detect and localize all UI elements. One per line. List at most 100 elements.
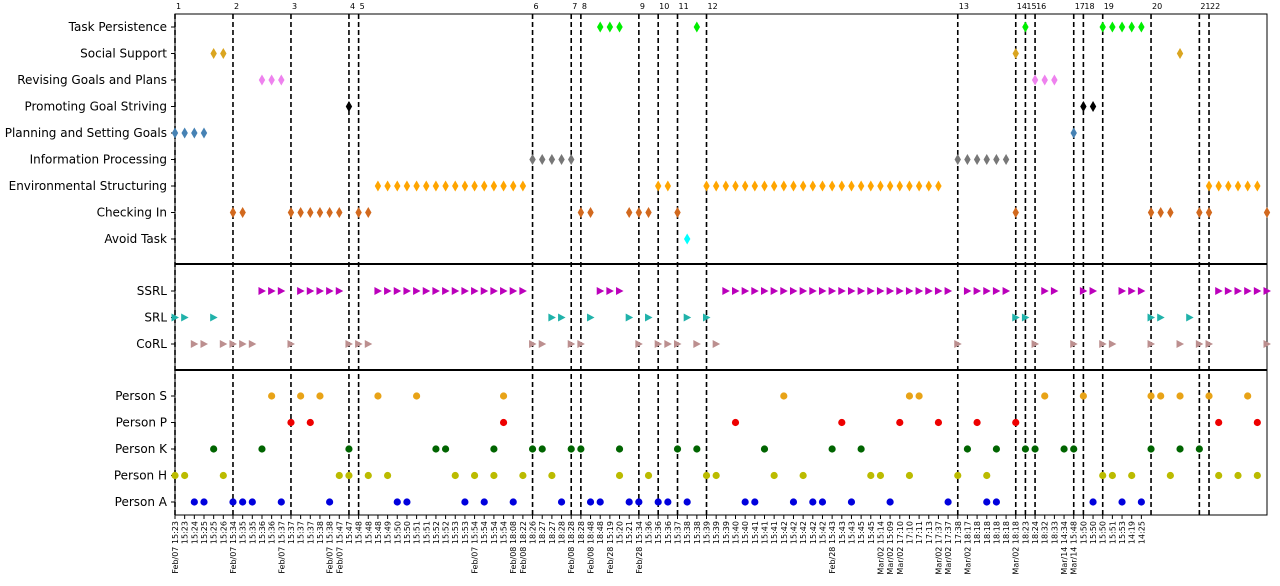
diamond-marker bbox=[1041, 74, 1048, 86]
x-tick-label: Feb/07 15:23 bbox=[171, 521, 180, 574]
triangle-marker bbox=[770, 287, 779, 295]
diamond-marker bbox=[848, 180, 855, 192]
triangle-marker bbox=[886, 287, 895, 295]
diamond-marker bbox=[597, 21, 604, 33]
diamond-marker bbox=[1234, 180, 1242, 192]
series-corl bbox=[190, 340, 1271, 348]
diamond-marker bbox=[1205, 180, 1213, 192]
episode-label: 12 bbox=[708, 2, 718, 11]
triangle-marker bbox=[1002, 287, 1011, 295]
diamond-marker bbox=[1012, 207, 1019, 218]
triangle-marker bbox=[905, 287, 914, 295]
x-tick-label: 18:28 bbox=[558, 521, 567, 544]
triangle-marker bbox=[944, 287, 953, 295]
x-tick-label: 15:38 bbox=[683, 521, 692, 544]
x-tick-label: 17:10 bbox=[905, 521, 914, 544]
circle-marker bbox=[1215, 418, 1223, 427]
diamond-marker bbox=[171, 127, 179, 139]
episode-label: 14 bbox=[1017, 2, 1027, 11]
x-tick-label: 15:48 bbox=[364, 521, 373, 544]
triangle-marker bbox=[190, 340, 199, 348]
x-tick-label: 15:47 bbox=[345, 521, 354, 544]
episode-label: 5 bbox=[360, 2, 365, 11]
x-tick-label: 15:48 bbox=[355, 521, 364, 544]
triangle-marker bbox=[219, 340, 228, 348]
circle-marker bbox=[760, 445, 769, 453]
x-tick-label: 14:19 bbox=[1128, 521, 1137, 544]
episode-label: 1 bbox=[176, 2, 181, 11]
row-label: Environmental Structuring bbox=[9, 179, 167, 193]
circle-marker bbox=[1108, 471, 1116, 480]
x-tick-label: 15:50 bbox=[403, 521, 412, 544]
circle-marker bbox=[828, 445, 836, 453]
circle-marker bbox=[780, 392, 788, 400]
diamond-marker bbox=[548, 154, 556, 165]
row-label: CoRL bbox=[136, 337, 167, 351]
circle-marker bbox=[441, 445, 450, 453]
episode-label: 11 bbox=[679, 2, 689, 11]
x-tick-label: 15:37 bbox=[287, 521, 296, 544]
triangle-marker bbox=[364, 340, 373, 348]
triangle-marker bbox=[703, 313, 711, 322]
triangle-marker bbox=[616, 287, 624, 295]
x-tick-label: 15:39 bbox=[703, 521, 712, 544]
episode-label: 4 bbox=[350, 2, 355, 11]
x-tick-label: 15:50 bbox=[393, 521, 402, 544]
circle-marker bbox=[1060, 445, 1068, 453]
circle-marker bbox=[1079, 392, 1087, 400]
diamond-marker bbox=[954, 154, 961, 165]
circle-marker bbox=[393, 498, 401, 506]
row-label: Planning and Setting Goals bbox=[5, 126, 167, 140]
diamond-marker bbox=[616, 21, 623, 33]
triangle-marker bbox=[1041, 287, 1049, 295]
x-tick-label: Mar/02 18:17 bbox=[963, 521, 972, 575]
triangle-marker bbox=[828, 287, 837, 295]
triangle-marker bbox=[741, 287, 750, 295]
x-tick-label: 15:54 bbox=[490, 521, 499, 544]
diamond-marker bbox=[993, 154, 1000, 165]
circle-marker bbox=[683, 498, 691, 506]
triangle-marker bbox=[1234, 287, 1243, 295]
x-tick-label: 15:20 bbox=[616, 521, 625, 544]
x-tick-label: 18:26 bbox=[529, 521, 538, 544]
triangle-marker bbox=[248, 340, 257, 348]
triangle-marker bbox=[413, 287, 421, 295]
circle-marker bbox=[1128, 471, 1136, 480]
diamond-marker bbox=[654, 180, 662, 192]
series-ssrl bbox=[258, 287, 1271, 295]
x-tick-label: 18:18 bbox=[973, 521, 982, 544]
circle-marker bbox=[519, 471, 527, 480]
diamond-marker bbox=[732, 180, 739, 192]
circle-marker bbox=[268, 392, 276, 400]
triangle-marker bbox=[384, 287, 392, 295]
x-tick-label: 15:53 bbox=[461, 521, 470, 544]
triangle-marker bbox=[355, 340, 363, 348]
circle-marker bbox=[557, 498, 566, 506]
circle-marker bbox=[644, 471, 653, 480]
x-tick-label: 15:38 bbox=[693, 521, 702, 544]
diamond-marker bbox=[413, 180, 420, 192]
triangle-marker bbox=[316, 287, 324, 295]
circle-marker bbox=[210, 445, 218, 453]
circle-marker bbox=[751, 498, 759, 506]
triangle-marker bbox=[268, 287, 276, 295]
circle-marker bbox=[200, 498, 208, 506]
x-tick-label: 15:51 bbox=[1108, 521, 1117, 544]
circle-marker bbox=[905, 392, 914, 400]
x-tick-label: 18:27 bbox=[538, 521, 547, 544]
circle-marker bbox=[693, 445, 701, 453]
diamond-marker bbox=[278, 74, 285, 86]
circle-marker bbox=[789, 498, 798, 506]
diamond-marker bbox=[461, 180, 469, 192]
diamond-marker bbox=[1176, 48, 1184, 59]
x-tick-label: Mar/02 17:37 bbox=[934, 521, 943, 575]
triangle-marker bbox=[471, 287, 479, 295]
x-tick-label: Mar/02 18:18 bbox=[1012, 521, 1021, 575]
diamond-marker bbox=[606, 21, 614, 33]
x-tick-label: 15:35 bbox=[239, 521, 248, 544]
episode-label: 2 bbox=[234, 2, 239, 11]
series-person-h bbox=[171, 471, 1261, 480]
x-tick-label: 18:18 bbox=[983, 521, 992, 544]
series-person-k bbox=[210, 445, 1203, 453]
